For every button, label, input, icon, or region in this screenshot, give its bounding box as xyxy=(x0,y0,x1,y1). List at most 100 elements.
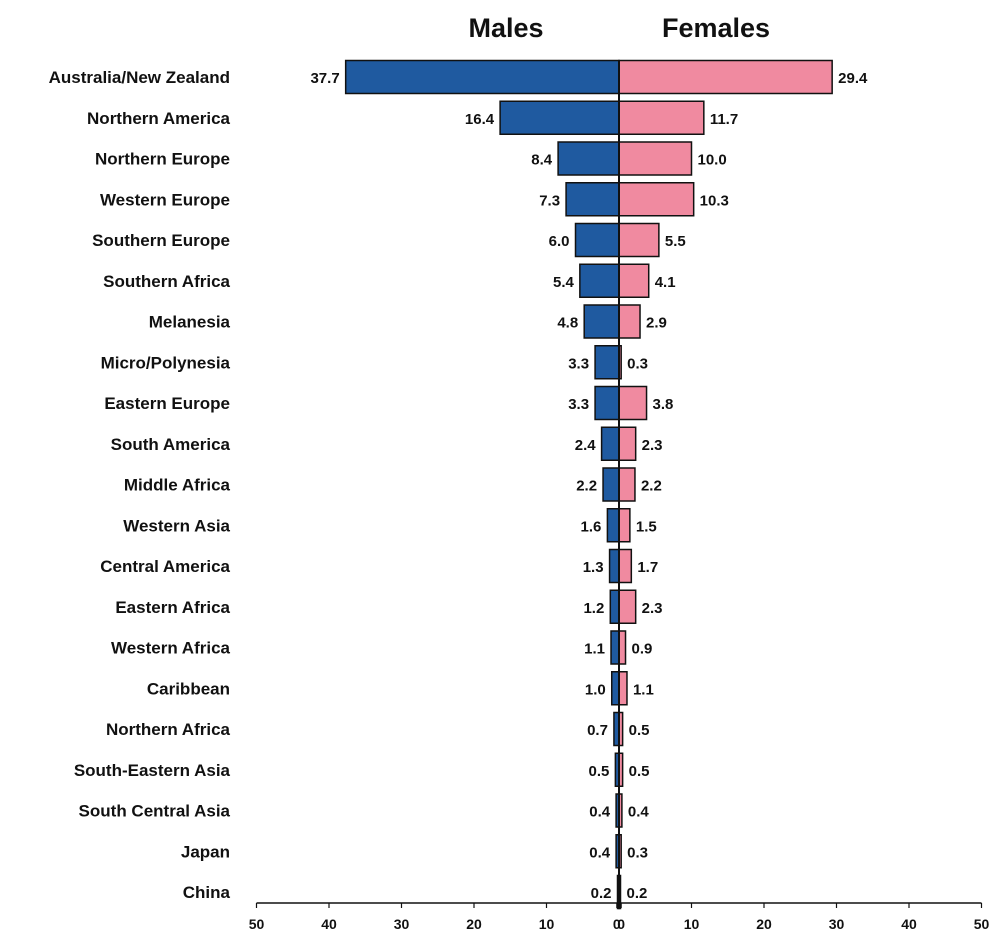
female-value-label: 2.2 xyxy=(641,478,662,495)
male-value-label: 6.0 xyxy=(549,233,570,250)
female-bar xyxy=(618,182,695,217)
female-bar xyxy=(618,508,631,543)
female-bar xyxy=(618,100,705,135)
female-bar xyxy=(618,671,628,706)
male-bar xyxy=(594,385,620,421)
female-value-label: 0.3 xyxy=(627,844,648,861)
category-label: South America xyxy=(111,435,231,454)
male-bar xyxy=(611,671,620,706)
category-label: Southern Africa xyxy=(103,272,230,291)
legend-males-header: Males xyxy=(468,13,543,43)
male-value-label: 0.7 xyxy=(587,722,608,739)
female-bar xyxy=(618,59,833,95)
female-value-label: 1.1 xyxy=(633,681,654,698)
male-value-label: 0.4 xyxy=(589,804,611,821)
female-value-label: 2.9 xyxy=(646,315,667,332)
female-bar xyxy=(618,263,650,298)
male-bar xyxy=(583,304,620,339)
x-tick-label: 10 xyxy=(539,916,555,932)
male-value-label: 4.8 xyxy=(557,315,578,332)
category-label: Western Asia xyxy=(123,516,230,535)
female-value-label: 1.7 xyxy=(637,559,658,576)
male-bar xyxy=(602,467,620,502)
female-bar xyxy=(618,222,660,258)
male-bar xyxy=(565,182,620,217)
category-label: Northern America xyxy=(87,109,231,128)
male-bar xyxy=(344,59,620,95)
x-tick-label: 30 xyxy=(394,916,410,932)
female-bar xyxy=(618,467,636,502)
male-value-label: 16.4 xyxy=(465,111,495,128)
x-tick-label: 20 xyxy=(466,916,482,932)
female-value-label: 1.5 xyxy=(636,518,657,535)
female-value-label: 29.4 xyxy=(838,70,868,87)
male-bar xyxy=(557,141,620,176)
category-label: Eastern Europe xyxy=(104,394,230,413)
category-label: Northern Africa xyxy=(106,720,231,739)
x-tick-label: 0 xyxy=(617,916,625,932)
x-tick-label: 0 xyxy=(613,916,621,932)
x-tick-label: 50 xyxy=(249,916,265,932)
male-value-label: 0.2 xyxy=(591,885,612,902)
female-value-label: 0.2 xyxy=(627,885,648,902)
male-value-label: 3.3 xyxy=(568,396,589,413)
male-value-label: 0.5 xyxy=(589,763,610,780)
male-bar xyxy=(499,100,620,135)
x-tick-label: 40 xyxy=(321,916,337,932)
female-value-label: 3.8 xyxy=(653,396,674,413)
male-bar xyxy=(606,508,620,543)
female-bar xyxy=(618,426,637,461)
male-value-label: 2.4 xyxy=(575,437,597,454)
x-tick-label: 20 xyxy=(756,916,772,932)
male-value-label: 1.0 xyxy=(585,681,606,698)
female-bar xyxy=(618,304,641,339)
category-label: South-Eastern Asia xyxy=(74,761,231,780)
category-label: Middle Africa xyxy=(124,476,231,495)
female-bar xyxy=(618,385,648,421)
female-bar xyxy=(618,589,637,624)
female-value-label: 0.9 xyxy=(632,641,653,658)
x-tick-label: 50 xyxy=(974,916,990,932)
male-value-label: 3.3 xyxy=(568,355,589,372)
male-bar xyxy=(609,589,620,624)
category-label: Northern Europe xyxy=(95,150,230,169)
male-bar xyxy=(574,222,620,258)
male-value-label: 1.1 xyxy=(584,641,605,658)
male-value-label: 5.4 xyxy=(553,274,575,291)
x-tick-label: 10 xyxy=(684,916,700,932)
category-label: Western Europe xyxy=(100,190,230,209)
category-label: Micro/Polynesia xyxy=(101,353,231,372)
female-value-label: 4.1 xyxy=(655,274,676,291)
female-value-label: 0.4 xyxy=(628,804,650,821)
female-value-label: 0.5 xyxy=(629,763,650,780)
female-value-label: 0.3 xyxy=(627,355,648,372)
female-bar xyxy=(618,141,693,176)
category-label: China xyxy=(183,883,231,902)
female-value-label: 2.3 xyxy=(642,600,663,617)
male-value-label: 1.6 xyxy=(581,518,602,535)
male-value-label: 1.3 xyxy=(583,559,604,576)
female-bar xyxy=(618,548,633,584)
category-label: Western Africa xyxy=(111,639,231,658)
female-value-label: 2.3 xyxy=(642,437,663,454)
male-bar xyxy=(579,263,620,298)
x-tick-label: 30 xyxy=(829,916,845,932)
category-label: Japan xyxy=(181,842,230,861)
male-value-label: 0.4 xyxy=(589,844,611,861)
female-value-label: 11.7 xyxy=(710,111,738,128)
male-bar xyxy=(594,345,620,380)
category-label: Eastern Africa xyxy=(115,598,230,617)
male-value-label: 7.3 xyxy=(539,192,560,209)
female-value-label: 10.0 xyxy=(698,152,727,169)
category-label: Central America xyxy=(100,557,230,576)
female-value-label: 10.3 xyxy=(700,192,729,209)
female-value-label: 5.5 xyxy=(665,233,686,250)
male-value-label: 8.4 xyxy=(531,152,553,169)
male-bar xyxy=(600,426,620,461)
male-value-label: 37.7 xyxy=(310,70,339,87)
category-label: South Central Asia xyxy=(79,802,231,821)
male-value-label: 1.2 xyxy=(583,600,604,617)
legend-females-header: Females xyxy=(662,13,770,43)
